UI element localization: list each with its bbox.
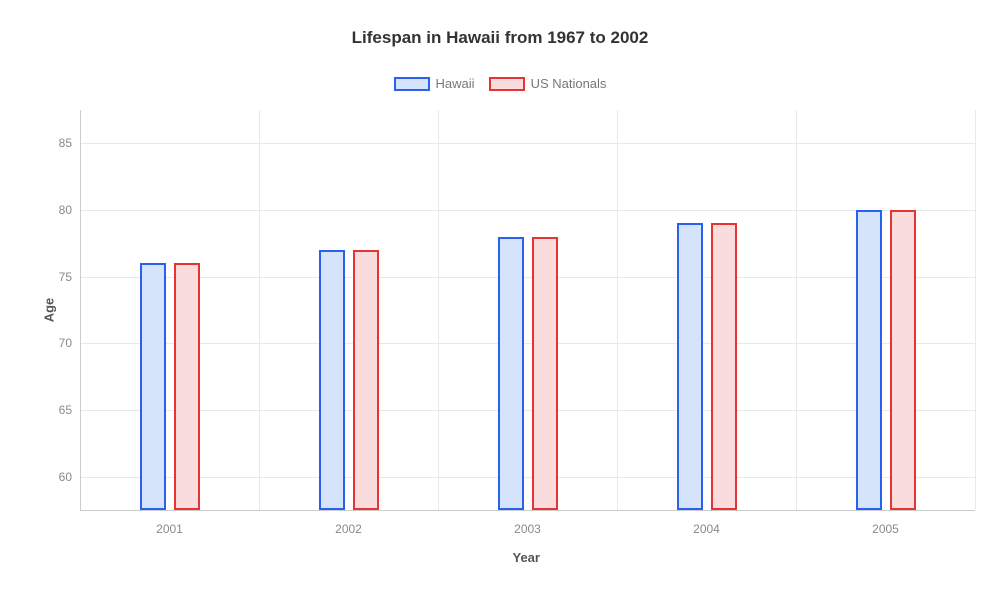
gridline-horizontal [80,477,975,478]
bar-us-nationals[interactable] [890,210,916,510]
gridline-vertical [975,110,976,510]
y-axis-label: Age [42,298,57,323]
y-tick-label: 65 [48,403,72,417]
legend: Hawaii US Nationals [0,76,1000,91]
x-tick-label: 2004 [693,522,720,536]
legend-swatch-hawaii [394,77,430,91]
gridline-vertical [438,110,439,510]
legend-label-hawaii: Hawaii [436,76,475,91]
chart-container: Lifespan in Hawaii from 1967 to 2002 Haw… [0,0,1000,600]
gridline-vertical [259,110,260,510]
bar-us-nationals[interactable] [532,237,558,510]
bar-hawaii[interactable] [498,237,524,510]
gridline-horizontal [80,143,975,144]
legend-swatch-us-nationals [489,77,525,91]
legend-item-hawaii[interactable]: Hawaii [394,76,475,91]
bar-hawaii[interactable] [677,223,703,510]
y-tick-label: 70 [48,336,72,350]
bar-us-nationals[interactable] [711,223,737,510]
bar-us-nationals[interactable] [174,263,200,510]
y-tick-label: 75 [48,270,72,284]
x-axis-label: Year [513,550,540,565]
bar-hawaii[interactable] [319,250,345,510]
y-tick-label: 85 [48,136,72,150]
x-tick-label: 2002 [335,522,362,536]
bar-hawaii[interactable] [856,210,882,510]
x-tick-label: 2001 [156,522,183,536]
x-axis-line [80,510,975,511]
gridline-horizontal [80,343,975,344]
gridline-horizontal [80,210,975,211]
legend-label-us-nationals: US Nationals [531,76,607,91]
gridline-horizontal [80,410,975,411]
bar-hawaii[interactable] [140,263,166,510]
plot-area [80,110,975,510]
bar-us-nationals[interactable] [353,250,379,510]
y-tick-label: 60 [48,470,72,484]
gridline-horizontal [80,277,975,278]
gridline-vertical [796,110,797,510]
x-tick-label: 2003 [514,522,541,536]
legend-item-us-nationals[interactable]: US Nationals [489,76,607,91]
chart-title: Lifespan in Hawaii from 1967 to 2002 [0,28,1000,48]
gridline-vertical [617,110,618,510]
x-tick-label: 2005 [872,522,899,536]
y-tick-label: 80 [48,203,72,217]
gridline-vertical [80,110,81,510]
